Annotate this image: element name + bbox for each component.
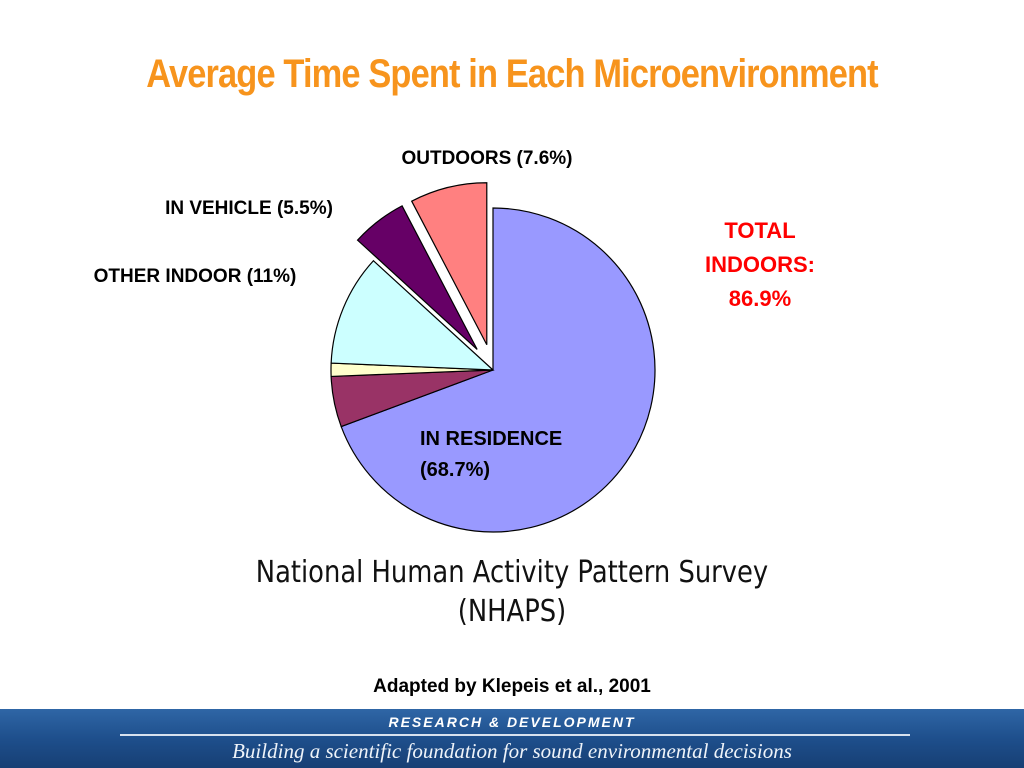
footer-divider [120, 734, 910, 736]
pie-chart: OUTDOORS (7.6%) IN VEHICLE (5.5%) OTHER … [94, 148, 815, 533]
total-indoors-line1: TOTAL [724, 218, 795, 243]
footer-banner: RESEARCH & DEVELOPMENT Building a scient… [0, 709, 1024, 768]
label-in-vehicle: IN VEHICLE (5.5%) [165, 198, 333, 219]
pie-slices [330, 182, 656, 533]
pie-slice-5 [410, 182, 488, 346]
caption-survey-name: National Human Activity Pattern Survey [255, 555, 769, 590]
label-other-indoor: OTHER INDOOR (11%) [94, 266, 297, 287]
citation: Adapted by Klepeis et al., 2001 [373, 676, 651, 697]
pie-slice-3 [330, 259, 495, 371]
label-in-residence-line1: IN RESIDENCE [420, 428, 562, 450]
total-indoors-line2: INDOORS: [705, 252, 815, 277]
pie-slice-4 [356, 205, 478, 350]
total-indoors-value: 86.9% [729, 286, 791, 311]
footer-tagline: Building a scientific foundation for sou… [232, 739, 792, 763]
slide-title: Average Time Spent in Each Microenvironm… [146, 52, 878, 96]
pie-slice-0 [340, 207, 656, 533]
label-outdoors: OUTDOORS (7.6%) [401, 148, 572, 169]
footer-research-development: RESEARCH & DEVELOPMENT [388, 714, 636, 730]
caption-survey-acronym: (NHAPS) [457, 594, 567, 629]
label-in-residence-line2: (68.7%) [420, 459, 490, 481]
